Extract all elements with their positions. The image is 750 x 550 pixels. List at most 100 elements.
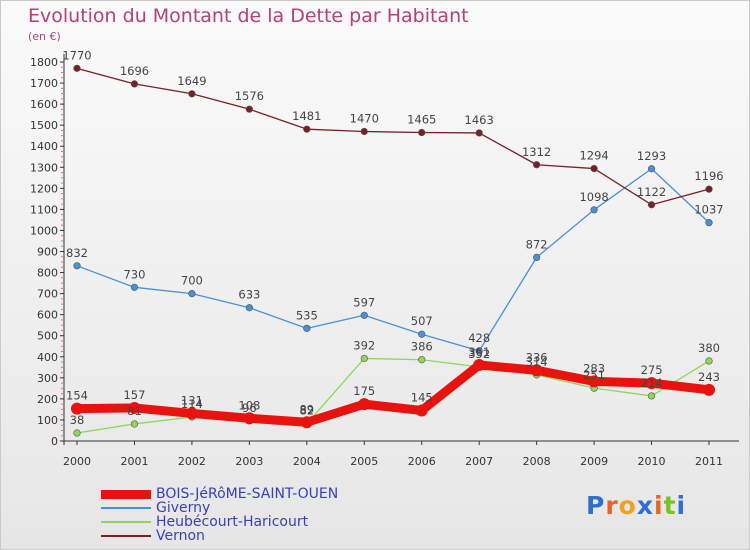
data-label: 535 — [296, 308, 318, 322]
data-point — [647, 201, 656, 209]
x-tick-label: 2006 — [408, 455, 436, 468]
data-point — [533, 253, 541, 261]
data-label: 1196 — [694, 169, 723, 183]
y-tick-label: 1700 — [30, 77, 58, 90]
data-label: 114 — [181, 397, 203, 411]
data-point — [705, 219, 713, 227]
data-label: 96 — [242, 401, 257, 415]
data-label: 352 — [468, 347, 490, 361]
data-point — [303, 125, 311, 133]
x-tick-label: 2000 — [63, 455, 91, 468]
data-label: 1122 — [637, 185, 666, 199]
data-label: 392 — [353, 338, 375, 352]
data-label: 82 — [299, 404, 314, 418]
series-line-3 — [76, 67, 710, 206]
data-point — [243, 412, 256, 425]
x-tick-label: 2008 — [523, 455, 551, 468]
data-label: 872 — [526, 237, 548, 251]
data-label: 730 — [123, 267, 145, 281]
series-line-2 — [76, 357, 710, 434]
data-label: 428 — [468, 331, 490, 345]
data-point — [130, 420, 139, 428]
data-label: 700 — [181, 274, 203, 288]
data-point — [360, 127, 368, 136]
data-point — [188, 290, 196, 298]
y-tick-label: 1500 — [30, 119, 58, 132]
x-tick-label: 2004 — [293, 455, 321, 468]
y-tick-label: 900 — [37, 246, 58, 259]
data-point — [530, 364, 543, 377]
data-label: 251 — [583, 368, 605, 382]
data-label: 154 — [66, 389, 88, 403]
data-label: 81 — [127, 404, 142, 418]
data-label: 597 — [353, 295, 375, 309]
y-tick-label: 1600 — [30, 98, 58, 111]
y-tick-label: 1000 — [30, 224, 58, 237]
data-label: 1294 — [579, 149, 608, 163]
y-tick-label: 1100 — [30, 203, 58, 216]
legend-label: Vernon — [156, 528, 205, 544]
data-point — [128, 401, 141, 414]
data-point — [645, 377, 658, 390]
y-tick-label: 300 — [37, 372, 58, 385]
data-point — [475, 129, 483, 137]
data-point — [71, 402, 83, 415]
data-label: 1696 — [120, 64, 149, 78]
data-label: 1470 — [350, 111, 379, 125]
series-line-1 — [76, 168, 710, 352]
data-label: 336 — [526, 350, 548, 364]
data-label: 214 — [641, 376, 663, 390]
data-point — [475, 347, 483, 355]
x-tick-label: 2005 — [350, 455, 378, 468]
data-label: 1465 — [407, 113, 436, 127]
data-point — [130, 283, 139, 291]
data-point — [647, 392, 656, 400]
data-label: 175 — [353, 384, 375, 398]
data-point — [705, 185, 713, 193]
data-point — [418, 356, 426, 364]
y-tick-label: 400 — [37, 351, 58, 364]
data-label: 380 — [698, 341, 720, 355]
data-point — [647, 165, 656, 173]
proxiti-logo: Proxiti — [586, 491, 687, 520]
x-tick-label: 2001 — [120, 455, 148, 468]
data-point — [188, 90, 196, 98]
data-point — [185, 407, 198, 420]
data-label: 1576 — [235, 89, 264, 103]
data-label: 38 — [70, 413, 85, 427]
y-tick-label: 1800 — [30, 56, 58, 69]
data-point — [418, 128, 426, 137]
x-tick-label: 2002 — [178, 455, 206, 468]
y-tick-label: 1300 — [30, 161, 58, 174]
data-point — [418, 330, 426, 338]
data-point — [358, 398, 371, 411]
data-label: 1770 — [62, 48, 91, 62]
data-label: 145 — [411, 390, 433, 404]
data-point — [473, 358, 486, 371]
chart-title: Evolution du Montant de la Dette par Hab… — [28, 5, 469, 27]
data-label: 1037 — [694, 203, 723, 217]
legend-swatch — [101, 535, 151, 537]
x-tick-label: 2011 — [695, 455, 723, 468]
y-tick-label: 200 — [37, 393, 58, 406]
y-tick-label: 500 — [37, 330, 58, 343]
data-label: 89 — [299, 402, 314, 416]
x-tick-label: 2010 — [638, 455, 666, 468]
series-line-0 — [72, 360, 714, 427]
legend-label: Heubécourt-Haricourt — [156, 514, 309, 530]
data-point — [360, 354, 368, 363]
data-label: 243 — [698, 370, 720, 384]
data-point — [73, 262, 81, 270]
legend-swatch — [101, 521, 151, 523]
data-label: 1293 — [637, 149, 666, 163]
data-label: 1312 — [522, 145, 551, 159]
x-tick-label: 2003 — [235, 455, 263, 468]
data-label: 131 — [181, 393, 203, 407]
legend-label: Giverny — [156, 500, 211, 516]
y-tick-label: 100 — [37, 414, 58, 427]
data-label: 1098 — [579, 190, 608, 204]
y-tick-label: 1200 — [30, 182, 58, 195]
x-tick-label: 2009 — [580, 455, 608, 468]
